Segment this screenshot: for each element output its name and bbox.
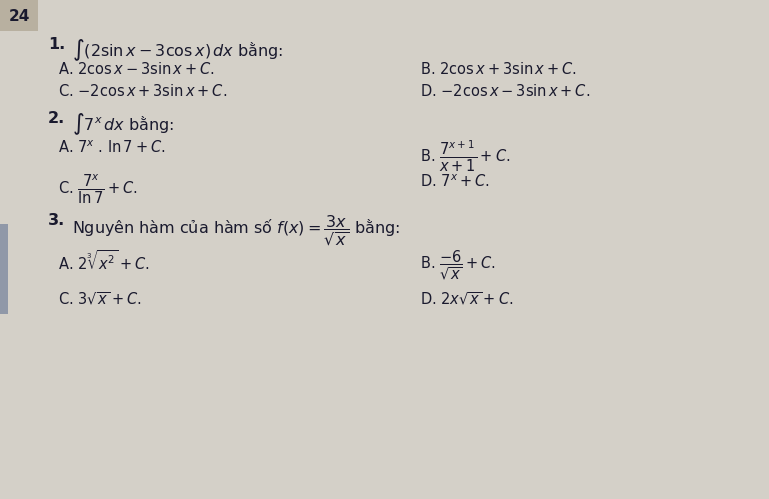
Text: A. $7^x$ . $\ln 7 + C.$: A. $7^x$ . $\ln 7 + C.$ (58, 139, 165, 156)
Text: D. $7^x + C.$: D. $7^x + C.$ (420, 173, 490, 190)
Text: Nguyên hàm của hàm số $f(x) = \dfrac{3x}{\sqrt{x}}$ bằng:: Nguyên hàm của hàm số $f(x) = \dfrac{3x}… (72, 213, 401, 248)
Text: $\int 7^x\,dx$ bằng:: $\int 7^x\,dx$ bằng: (72, 111, 175, 137)
Bar (0, 0, 38, 31)
Text: 3.: 3. (48, 213, 65, 228)
Text: D. $-2\cos x - 3\sin x + C.$: D. $-2\cos x - 3\sin x + C.$ (420, 83, 591, 99)
Text: B. $2\cos x + 3\sin x + C.$: B. $2\cos x + 3\sin x + C.$ (420, 61, 577, 77)
Text: 2.: 2. (48, 111, 65, 126)
Text: D. $2x\sqrt{x} + C.$: D. $2x\sqrt{x} + C.$ (420, 291, 514, 308)
Text: $\int(2\sin x - 3\cos x)\,dx$ bằng:: $\int(2\sin x - 3\cos x)\,dx$ bằng: (72, 37, 283, 63)
Text: B. $\dfrac{-6}{\sqrt{x}} + C.$: B. $\dfrac{-6}{\sqrt{x}} + C.$ (420, 249, 496, 282)
Text: 24: 24 (8, 8, 30, 23)
Text: C. $\dfrac{7^x}{\ln 7} + C.$: C. $\dfrac{7^x}{\ln 7} + C.$ (58, 173, 138, 206)
Text: C. $-2\cos x + 3\sin x + C.$: C. $-2\cos x + 3\sin x + C.$ (58, 83, 227, 99)
Text: C. $3\sqrt{x} + C.$: C. $3\sqrt{x} + C.$ (58, 291, 141, 308)
Text: A. $2\sqrt[3]{x^2} + C.$: A. $2\sqrt[3]{x^2} + C.$ (58, 249, 149, 273)
Text: B. $\dfrac{7^{x+1}}{x+1} + C.$: B. $\dfrac{7^{x+1}}{x+1} + C.$ (420, 139, 511, 174)
Text: 1.: 1. (48, 37, 65, 52)
Bar (0, 224, 8, 314)
Text: A. $2\cos x - 3\sin x + C.$: A. $2\cos x - 3\sin x + C.$ (58, 61, 215, 77)
